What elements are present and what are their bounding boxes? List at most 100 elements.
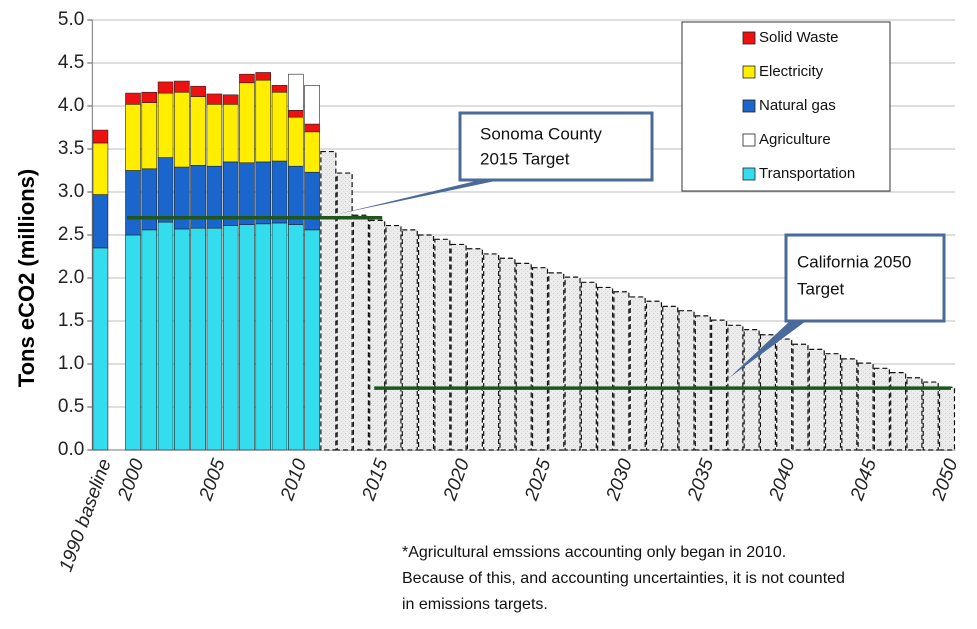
bar-segment [125,170,141,236]
projection-bar [352,214,370,451]
projection-bar [336,172,353,451]
x-tick-label: 2035 [684,456,719,504]
projection-bar [938,386,956,451]
y-tick-label: 3.5 [58,138,84,159]
legend-label: Transportation [759,165,855,182]
projection-bar [385,224,402,451]
bar-segment [271,222,288,451]
bar-segment [206,103,223,167]
callout-text: California 2050 [797,252,911,271]
legend-label: Agriculture [759,131,831,148]
bar-segment [141,91,158,103]
bar-segment [125,234,141,451]
projection-bar [483,253,500,451]
x-tick-label: 2030 [602,456,637,504]
projection-bar [548,272,565,451]
bar-segment [174,80,190,93]
bar-segment [174,91,190,168]
projection-bar [401,229,418,451]
projection-bar [662,305,679,451]
legend-swatch [742,133,756,147]
bar-segment [304,131,320,173]
y-tick-label: 4.0 [58,95,84,116]
y-tick-label: 0.0 [58,439,84,460]
callout-text: 2015 Target [480,149,570,168]
callout-box [784,233,946,323]
projection-bar [841,358,858,451]
bar-segment [190,96,206,166]
projection-bar [564,276,581,451]
bar-segment [157,221,174,451]
bar-segment [288,110,304,118]
projection-bar [678,310,695,451]
bar-segment [288,116,304,167]
x-tick-label: 2000 [114,456,149,504]
legend-label: Solid Waste [759,29,838,46]
bar-segment [141,168,158,231]
bar-segment [255,79,272,163]
bars [92,72,956,451]
projection-bar [499,257,516,451]
projection-bar [450,243,467,451]
callout-pointer [338,180,500,214]
projection-bar [369,219,386,451]
bar-segment [92,247,109,451]
bar-segment [206,93,223,105]
bar-segment [92,129,109,144]
bar-segment [141,229,158,451]
bar-segment [271,91,288,162]
y-tick-label: 1.0 [58,353,84,374]
callout-box [458,111,654,182]
projection-bar [320,150,337,451]
bar-segment [255,161,272,225]
projection-bar [694,315,711,451]
bar-segment [288,73,304,111]
bar-segment [222,94,239,105]
legend-swatch [742,31,756,45]
bar-segment [174,228,190,451]
legend-swatch [742,167,756,181]
footnote: *Agricultural emssions accounting only b… [402,544,786,561]
projection-bar [613,291,630,451]
projection-bar [808,348,825,451]
legend-swatch [742,65,756,79]
x-tick-label: 2005 [195,456,230,504]
footnote: Because of this, and accounting uncertai… [402,570,845,587]
bar-segment [190,85,206,97]
y-tick-label: 2.5 [58,224,84,245]
bar-segment [288,165,304,225]
projection-bar [645,300,663,451]
y-tick-label: 2.0 [58,267,84,288]
y-tick-label: 5.0 [58,9,84,30]
projection-bar [515,262,532,451]
projection-bar [776,338,793,451]
x-tick-label: 2010 [277,456,312,504]
bar-segment [157,81,174,94]
bar-segment [222,103,239,163]
legend-swatch [742,99,756,113]
y-tick-label: 0.5 [58,396,84,417]
projection-bar [922,381,939,451]
projection-bar [906,377,923,451]
legend-label: Electricity [759,63,824,80]
projection-bar [531,267,549,451]
bar-segment [157,92,174,158]
bar-segment [239,73,255,84]
bar-segment [92,142,109,195]
callout-pointer [729,321,806,378]
bar-segment [222,225,239,451]
bar-segment [157,157,174,223]
legend: Solid Waste Electricity Natural gas Agricul… [742,29,855,182]
footnote: in emissions targets. [402,596,548,613]
projection-bar [434,238,451,451]
bar-segment [304,123,320,133]
x-tick-label: 2050 [928,456,963,504]
bar-segment [288,224,304,451]
projection-bar [873,367,890,451]
projection-bar [710,319,728,451]
y-axis-title: Tons eCO2 (millions) [14,169,39,387]
overlays [127,216,951,390]
bar-segment [190,227,206,451]
x-tick-label: 2015 [358,456,393,504]
